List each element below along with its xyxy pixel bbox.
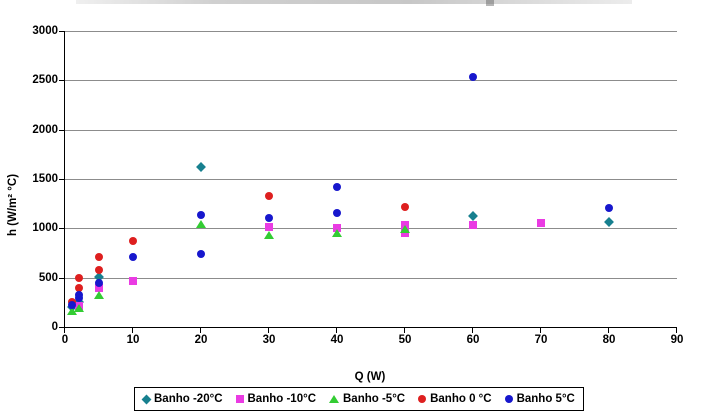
x-tick-label: 0 xyxy=(61,334,69,346)
y-tick-mark xyxy=(59,31,65,32)
legend-label: Banho 0 °C xyxy=(430,393,492,405)
data-point xyxy=(94,284,103,293)
y-tick-mark xyxy=(59,228,65,230)
x-axis-title: Q (W) xyxy=(354,371,386,383)
y-tick-label: 0 xyxy=(51,321,58,333)
y-tick-mark xyxy=(59,327,65,328)
data-point xyxy=(74,274,83,283)
legend: Banho -20°C Banho -10°C Banho -5°C Banho 0 … xyxy=(134,387,584,411)
legend-label: Banho 5°C xyxy=(516,393,575,405)
legend-marker-icon xyxy=(504,395,513,403)
data-point xyxy=(400,225,410,234)
y-tick-label: 2500 xyxy=(32,74,58,87)
y-tick-mark xyxy=(59,80,65,82)
data-point xyxy=(469,221,477,230)
x-tick-mark xyxy=(676,327,677,333)
y-tick-label: 2000 xyxy=(32,123,58,136)
x-tick-mark xyxy=(540,327,541,333)
x-tick-label: 90 xyxy=(670,334,684,346)
x-tick-label: 80 xyxy=(602,334,616,346)
y-axis-title: h (W/m² °C) xyxy=(7,173,19,237)
gridline-y-2000 xyxy=(65,129,677,131)
gridline-y-1500 xyxy=(65,179,677,180)
data-point xyxy=(537,219,545,228)
data-point xyxy=(74,294,83,303)
y-tick-label: 3000 xyxy=(32,25,58,37)
data-point xyxy=(195,220,206,229)
x-tick-mark xyxy=(471,327,473,333)
data-point xyxy=(401,203,409,212)
x-tick-mark xyxy=(131,327,133,333)
data-point xyxy=(331,229,342,238)
legend-item: Banho -5°C xyxy=(329,393,405,405)
legend-item: Banho -10°C xyxy=(235,393,317,405)
y-tick-mark xyxy=(59,129,65,131)
legend-item: Banho 0 °C xyxy=(418,393,492,405)
x-tick-label: 60 xyxy=(466,334,480,346)
legend-marker-icon xyxy=(418,395,427,403)
plot-area: 0 500 1000 1500 2000 2500 3000 0 10 20 30 40 50 60 70 8… xyxy=(32,25,683,346)
data-point xyxy=(128,253,137,262)
data-point xyxy=(468,210,478,221)
data-point xyxy=(196,249,205,258)
x-tick-mark xyxy=(335,327,337,333)
legend-marker-icon xyxy=(141,394,152,404)
data-point xyxy=(264,230,274,239)
data-point xyxy=(265,191,273,200)
legend-label: Banho -20°C xyxy=(154,393,223,405)
legend-marker-icon xyxy=(329,395,339,403)
data-point xyxy=(93,290,104,299)
x-tick-mark xyxy=(607,327,609,333)
gridline-y-2500 xyxy=(65,80,677,82)
gridline-y-1000 xyxy=(65,228,677,230)
legend-item: Banho 5°C xyxy=(504,393,575,405)
data-point xyxy=(128,236,137,245)
legend-label: Banho -10°C xyxy=(247,393,317,405)
data-point xyxy=(469,73,477,82)
cropped-title-remnant xyxy=(76,0,632,6)
gridline-y-500 xyxy=(65,277,677,279)
data-point xyxy=(94,265,103,274)
data-point xyxy=(94,252,103,261)
data-point xyxy=(332,208,341,217)
legend-item: Banho -20°C xyxy=(141,393,223,405)
data-point xyxy=(73,303,84,312)
x-tick-mark xyxy=(267,327,269,333)
x-tick-label: 10 xyxy=(126,334,140,346)
data-point xyxy=(604,217,614,228)
x-tick-label: 50 xyxy=(398,334,412,346)
data-point xyxy=(265,213,273,222)
cropped-title-remnant-mark xyxy=(486,0,494,6)
data-point xyxy=(74,284,83,293)
data-point xyxy=(332,224,341,233)
legend-label: Banho -5°C xyxy=(343,393,406,405)
data-point xyxy=(604,203,613,212)
data-point xyxy=(67,300,76,309)
legend-marker-icon xyxy=(235,395,244,403)
x-tick-mark xyxy=(404,327,405,333)
data-point xyxy=(94,279,103,288)
gridline-y-3000 xyxy=(65,31,677,32)
x-tick-label: 20 xyxy=(194,334,208,346)
y-tick-mark xyxy=(59,179,65,180)
x-tick-label: 40 xyxy=(330,334,344,346)
data-point xyxy=(196,211,205,220)
y-tick-label: 1500 xyxy=(32,173,58,185)
x-tick-mark xyxy=(199,327,201,333)
x-tick-mark xyxy=(64,327,65,333)
data-point xyxy=(196,162,206,173)
y-tick-label: 500 xyxy=(38,271,58,284)
data-point xyxy=(128,276,137,285)
y-tick-mark xyxy=(59,277,65,279)
y-tick-label: 1000 xyxy=(32,222,58,235)
x-tick-label: 70 xyxy=(534,334,548,346)
data-point xyxy=(265,223,273,232)
data-point xyxy=(66,307,77,316)
x-tick-label: 30 xyxy=(262,334,276,346)
data-point xyxy=(332,183,341,192)
